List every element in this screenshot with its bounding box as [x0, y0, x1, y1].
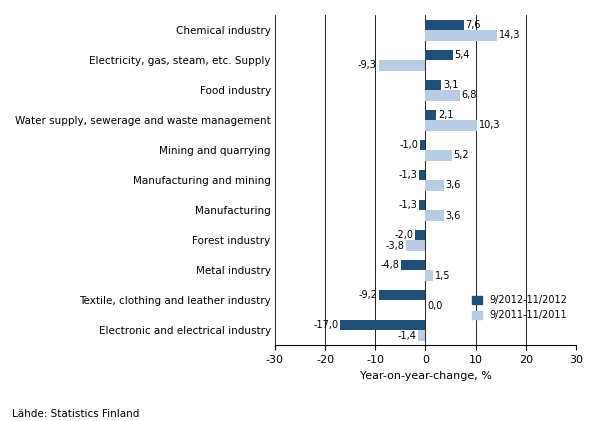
Text: 10,3: 10,3	[479, 120, 501, 131]
Text: -1,3: -1,3	[398, 200, 417, 210]
Bar	[419, 200, 425, 210]
Bar	[340, 320, 425, 330]
Bar	[425, 120, 477, 131]
Text: 3,6: 3,6	[446, 210, 461, 221]
Bar	[425, 150, 451, 161]
Text: -1,4: -1,4	[398, 331, 416, 341]
Text: 1,5: 1,5	[435, 271, 450, 281]
Text: 5,4: 5,4	[454, 50, 470, 60]
Bar	[425, 210, 444, 221]
Bar	[425, 50, 453, 60]
Bar	[401, 260, 425, 270]
Bar	[425, 19, 463, 30]
Legend: 9/2012-11/2012, 9/2011-11/2011: 9/2012-11/2012, 9/2011-11/2011	[468, 291, 571, 324]
Bar	[420, 140, 425, 150]
Bar	[425, 180, 444, 191]
Text: -17,0: -17,0	[313, 320, 338, 330]
Bar	[379, 60, 425, 71]
X-axis label: Year-on-year-change, %: Year-on-year-change, %	[359, 371, 492, 381]
Bar	[379, 290, 425, 301]
Text: -9,3: -9,3	[358, 60, 377, 70]
Bar	[416, 230, 425, 240]
Bar	[425, 30, 497, 40]
Bar	[425, 80, 441, 90]
Text: 3,6: 3,6	[446, 181, 461, 190]
Text: 0,0: 0,0	[428, 301, 443, 311]
Text: -4,8: -4,8	[380, 260, 399, 270]
Text: -9,2: -9,2	[358, 290, 377, 300]
Bar	[407, 240, 425, 251]
Text: -3,8: -3,8	[386, 240, 404, 250]
Text: Lähde: Statistics Finland: Lähde: Statistics Finland	[12, 409, 139, 419]
Text: 2,1: 2,1	[438, 110, 453, 120]
Text: 7,6: 7,6	[466, 20, 481, 30]
Text: 3,1: 3,1	[443, 80, 459, 90]
Text: 14,3: 14,3	[499, 30, 521, 40]
Bar	[425, 270, 433, 281]
Text: 5,2: 5,2	[453, 150, 469, 160]
Text: -1,3: -1,3	[398, 170, 417, 180]
Text: -2,0: -2,0	[395, 230, 413, 240]
Bar	[419, 330, 425, 341]
Bar	[419, 170, 425, 180]
Text: 6,8: 6,8	[462, 91, 477, 100]
Text: -1,0: -1,0	[399, 140, 419, 150]
Bar	[425, 109, 436, 120]
Bar	[425, 90, 460, 101]
